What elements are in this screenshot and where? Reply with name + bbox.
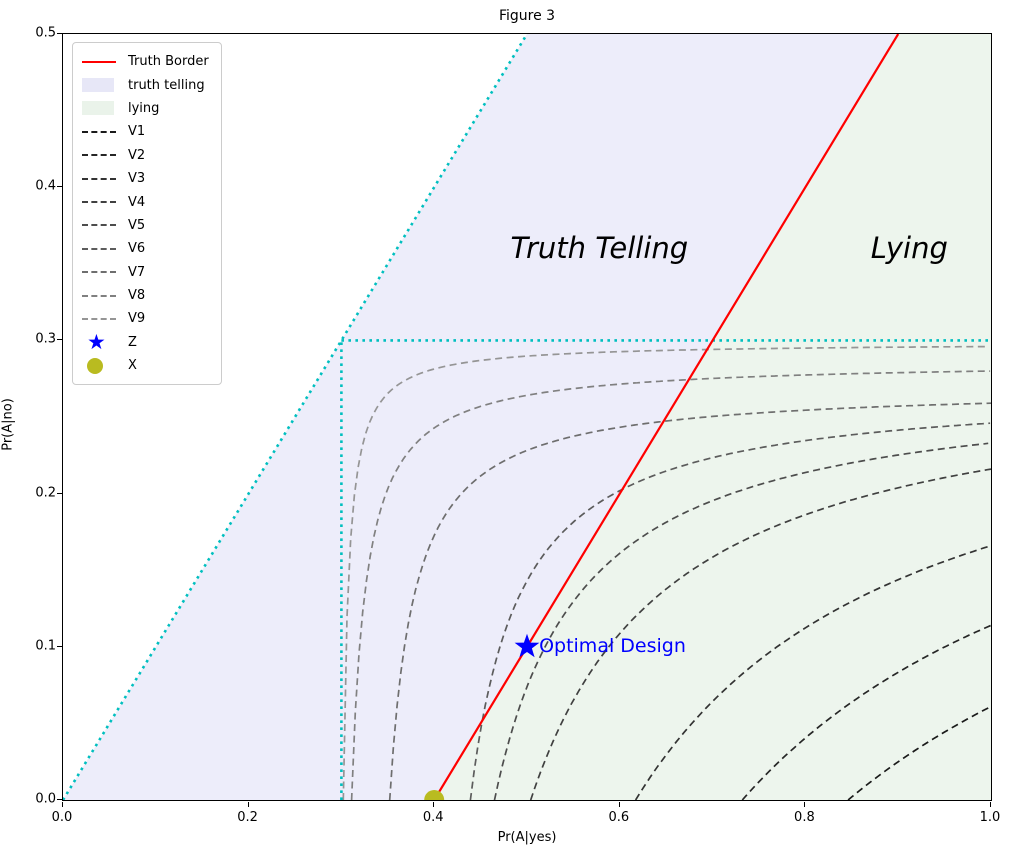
marker-z-star-icon — [514, 633, 540, 658]
legend-item-v1: V1 — [82, 120, 209, 143]
x-tick-label-0.4: 0.4 — [422, 810, 444, 825]
legend-line-icon — [82, 60, 119, 63]
legend-item-x: X — [82, 354, 209, 377]
x-tick-label-0.6: 0.6 — [608, 810, 630, 825]
x-tickmark — [990, 802, 991, 807]
legend-item-v5: V5 — [82, 214, 209, 237]
figure-title: Figure 3 — [498, 8, 556, 24]
legend-item-label: V5 — [128, 217, 146, 233]
y-tickmark — [57, 799, 62, 800]
y-tickmark — [57, 33, 62, 34]
x-tickmark — [804, 802, 806, 807]
legend-item-v8: V8 — [82, 284, 209, 307]
legend-item-label: V3 — [128, 171, 146, 187]
legend-patch-icon — [82, 78, 119, 93]
contour-v6 — [469, 422, 991, 800]
legend-dash-icon — [82, 154, 119, 157]
legend: Truth Border truth telling lying V1 V2 V3 V4 V5… — [72, 42, 222, 386]
legend-item-label: V7 — [128, 264, 146, 280]
contour-v5 — [493, 442, 989, 800]
contour-v8 — [350, 370, 991, 800]
y-axis-label: Pr(A|no) — [0, 398, 16, 451]
annotation-lying: Lying — [870, 231, 948, 266]
x-tickmark — [433, 802, 435, 807]
x-tickmark — [618, 802, 620, 807]
legend-item-label: Z — [128, 334, 137, 350]
legend-star-icon: ★ — [87, 330, 106, 355]
legend-item-label: truth telling — [128, 77, 205, 93]
contour-v9 — [342, 345, 990, 800]
legend-item-v7: V7 — [82, 261, 209, 284]
legend-dash-icon — [82, 130, 119, 133]
annotation-truth-telling: Truth Telling — [510, 231, 689, 266]
truth-border-line — [433, 34, 900, 800]
annotation-optimal-design: Optimal Design — [539, 634, 686, 657]
legend-dash-icon — [82, 247, 119, 250]
y-tick-label-0.4: 0.4 — [35, 178, 56, 194]
legend-item-v6: V6 — [82, 237, 209, 260]
plot-canvas — [63, 34, 991, 800]
legend-item-z: ★ Z — [82, 331, 209, 354]
legend-dash-icon — [82, 294, 119, 297]
x-tick-label-0.0: 0.0 — [51, 810, 73, 825]
x-tickmark — [247, 802, 249, 807]
legend-item-v3: V3 — [82, 167, 209, 190]
y-tickmark — [57, 339, 62, 341]
y-tickmark — [57, 645, 62, 647]
legend-item-label: V9 — [128, 311, 146, 327]
contour-v3 — [634, 545, 989, 800]
legend-item-label: Truth Border — [128, 54, 209, 70]
y-tick-label-0.1: 0.1 — [35, 638, 56, 654]
contour-v2 — [741, 624, 991, 800]
legend-item-lying: lying — [82, 97, 209, 120]
x-tick-label-1.0: 1.0 — [979, 810, 1001, 825]
x-tick-label-0.8: 0.8 — [794, 810, 815, 825]
legend-item-label: lying — [128, 100, 160, 116]
legend-item-truth-telling: truth telling — [82, 73, 209, 96]
contour-v7 — [388, 402, 991, 800]
x-tick-label-0.2: 0.2 — [237, 810, 258, 825]
y-tick-label-0.3: 0.3 — [35, 331, 56, 347]
legend-item-label: X — [128, 358, 137, 374]
y-tickmark — [57, 186, 62, 188]
legend-item-label: V2 — [128, 147, 146, 163]
legend-dash-icon — [82, 177, 119, 180]
marker-x-dot — [424, 790, 445, 800]
region-truth-telling — [63, 34, 899, 800]
legend-item-v9: V9 — [82, 307, 209, 330]
legend-item-truth-border: Truth Border — [82, 50, 209, 73]
y-tick-label-0.0: 0.0 — [35, 791, 56, 807]
y-tickmark — [57, 492, 62, 494]
x-axis-label: Pr(A|yes) — [497, 830, 557, 845]
legend-item-v4: V4 — [82, 190, 209, 213]
y-tick-label-0.5: 0.5 — [35, 25, 56, 41]
legend-item-label: V6 — [128, 241, 146, 257]
legend-dash-icon — [82, 317, 119, 320]
contour-v1 — [847, 706, 990, 800]
legend-item-v2: V2 — [82, 144, 209, 167]
legend-item-label: V4 — [128, 194, 146, 210]
legend-dash-icon — [82, 271, 119, 274]
y-tick-label-0.2: 0.2 — [35, 485, 56, 501]
legend-dash-icon — [82, 224, 119, 227]
legend-dash-icon — [82, 201, 119, 204]
x-tickmark — [62, 802, 63, 807]
plot-area: Truth Border truth telling lying V1 V2 V3 V4 V5… — [62, 33, 992, 801]
legend-dot-icon — [82, 357, 119, 374]
legend-item-label: V8 — [128, 288, 146, 304]
legend-patch-icon — [82, 101, 119, 116]
legend-item-label: V1 — [128, 124, 146, 140]
cyan-guide-diagonal-y-equals-x — [63, 34, 529, 800]
